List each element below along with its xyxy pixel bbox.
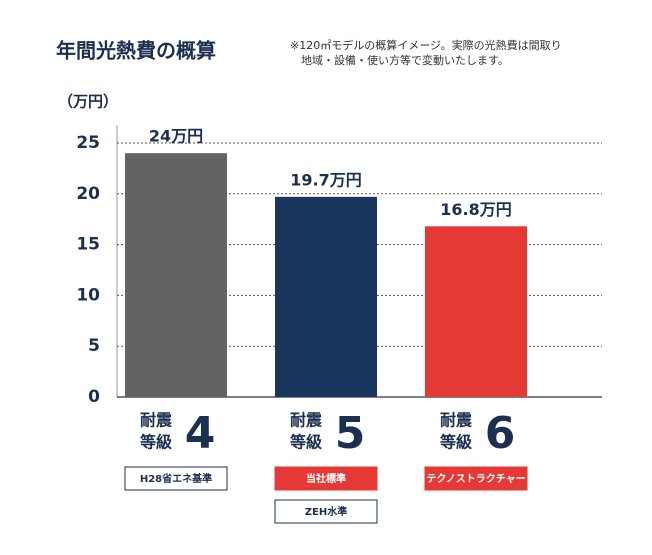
category-prefix: 耐震 bbox=[140, 411, 173, 430]
bar bbox=[125, 153, 227, 397]
badge-label: H28省エネ基準 bbox=[140, 472, 212, 485]
x-tick-label: 4 bbox=[185, 408, 216, 459]
badge bbox=[274, 499, 378, 524]
y-tick-label: 20 bbox=[76, 184, 100, 204]
value-label: 16.8万円 bbox=[440, 200, 511, 219]
y-tick-label: 10 bbox=[76, 285, 100, 305]
category-prefix: 耐震 bbox=[440, 411, 473, 430]
x-tick-label: 6 bbox=[485, 408, 516, 459]
value-label: 24万円 bbox=[149, 127, 203, 146]
bar bbox=[425, 226, 527, 397]
category-prefix: 等級 bbox=[289, 433, 322, 452]
x-tick-label: 5 bbox=[335, 408, 366, 459]
y-axis-label: （万円） bbox=[58, 93, 118, 111]
note: ※120㎡モデルの概算イメージ。実際の光熱費は間取り bbox=[290, 38, 562, 52]
category-prefix: 等級 bbox=[439, 433, 472, 452]
badge-label: テクノストラクチャー bbox=[426, 473, 525, 485]
category-prefix: 耐震 bbox=[290, 411, 323, 430]
y-tick-label: 25 bbox=[76, 133, 100, 153]
badge bbox=[274, 466, 378, 491]
badge bbox=[424, 466, 528, 491]
badge-label: ZEH水準 bbox=[305, 505, 347, 518]
note: 地域・設備・使い方等で変動いたします。 bbox=[301, 53, 509, 67]
chart-title: 年間光熱費の概算 bbox=[56, 39, 216, 63]
y-tick-label: 0 bbox=[88, 387, 100, 407]
y-tick-label: 15 bbox=[76, 235, 100, 255]
bar bbox=[275, 196, 377, 397]
badge-label: 当社標準 bbox=[306, 472, 346, 485]
y-tick-label: 5 bbox=[88, 336, 100, 356]
value-label: 19.7万円 bbox=[290, 170, 361, 189]
category-prefix: 等級 bbox=[139, 433, 172, 452]
badge bbox=[124, 466, 228, 491]
